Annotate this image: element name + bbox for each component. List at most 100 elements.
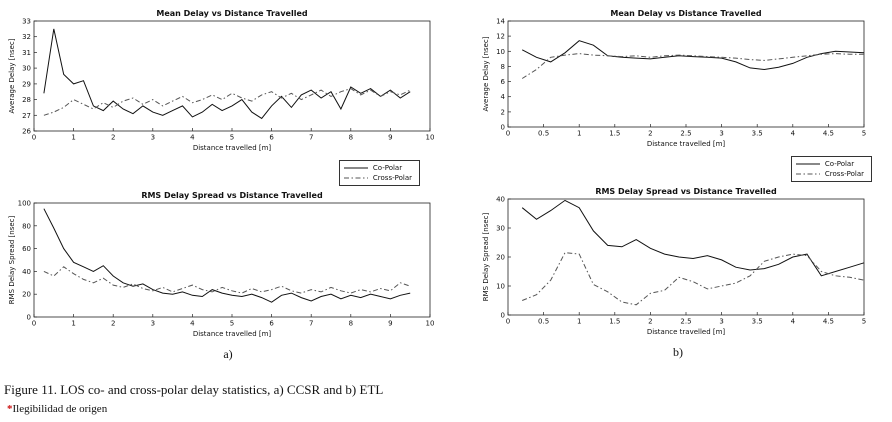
x-tick-label: 10 bbox=[426, 134, 435, 142]
y-tick-label: 26 bbox=[22, 128, 31, 136]
x-tick-label: 2 bbox=[111, 320, 115, 328]
y-tick-label: 33 bbox=[22, 18, 31, 26]
legend-label-cross-polar: Cross-Polar bbox=[824, 170, 864, 178]
y-axis-label: Average Delay [nsec] bbox=[8, 38, 16, 113]
x-tick-label: 5 bbox=[862, 130, 866, 138]
legend-entry-cross-polar: Cross-Polar bbox=[795, 169, 864, 179]
plot-area bbox=[33, 202, 431, 318]
y-tick-label: 40 bbox=[496, 196, 505, 204]
x-tick-label: 0.5 bbox=[538, 318, 549, 326]
x-tick-label: 0 bbox=[506, 130, 510, 138]
co-polar-line-sample bbox=[795, 163, 820, 165]
cross-polar-series bbox=[43, 88, 411, 116]
x-tick-label: 1 bbox=[71, 134, 75, 142]
x-tick-label: 1.5 bbox=[609, 318, 620, 326]
x-tick-label: 2 bbox=[111, 134, 115, 142]
y-tick-label: 60 bbox=[22, 245, 31, 253]
y-tick-label: 2 bbox=[501, 108, 505, 116]
chart-title: RMS Delay Spread vs Distance Travelled bbox=[141, 191, 323, 200]
x-tick-label: 4 bbox=[190, 134, 195, 142]
legend-label-cross-polar: Cross-Polar bbox=[372, 174, 412, 182]
x-tick-label: 5 bbox=[862, 318, 866, 326]
legend-box-etl: Co-Polar Cross-Polar bbox=[790, 156, 872, 182]
y-tick-label: 10 bbox=[496, 48, 505, 56]
x-tick-label: 4.5 bbox=[823, 130, 834, 138]
y-tick-label: 0 bbox=[27, 314, 31, 322]
y-tick-label: 10 bbox=[496, 283, 505, 291]
legend-entry-co-polar: Co-Polar bbox=[795, 159, 864, 169]
x-tick-label: 1 bbox=[577, 130, 581, 138]
y-tick-label: 4 bbox=[501, 93, 506, 101]
y-tick-label: 0 bbox=[501, 312, 505, 320]
y-tick-label: 8 bbox=[501, 63, 505, 71]
y-tick-label: 27 bbox=[22, 112, 31, 120]
x-tick-label: 2.5 bbox=[680, 318, 691, 326]
chart-svg: 0 0.5 1 1.5 2 2.5 3 3.5 4 4.5 5 0 2 4 6 8 10 12 14 Mean Del… bbox=[482, 9, 866, 148]
x-tick-label: 0 bbox=[32, 320, 36, 328]
y-axis-label: RMS Delay Spread [nsec] bbox=[482, 213, 490, 302]
x-tick-label: 9 bbox=[388, 320, 392, 328]
y-tick-label: 30 bbox=[22, 65, 31, 73]
cross-polar-series bbox=[43, 266, 411, 294]
x-tick-label: 4.5 bbox=[823, 318, 834, 326]
chart-ccsr-mean-delay: 0 1 2 3 4 5 6 7 8 9 10 26 27 28 29 30 31 32 33 Mean Delay v… bbox=[4, 6, 440, 158]
cross-polar-series bbox=[522, 252, 865, 306]
x-tick-label: 3.5 bbox=[752, 318, 763, 326]
panel-a-label: a) bbox=[223, 347, 233, 361]
y-tick-label: 14 bbox=[496, 18, 505, 26]
figure-caption: Figure 11. LOS co- and cross-polar delay… bbox=[4, 382, 384, 397]
chart-ccsr-rms-delay-spread: 0 1 2 3 4 5 6 7 8 9 10 0 20 40 60 80 100 RMS Delay Spread… bbox=[4, 188, 440, 344]
x-tick-label: 3 bbox=[719, 318, 723, 326]
x-tick-label: 3 bbox=[151, 320, 155, 328]
x-tick-label: 2.5 bbox=[680, 130, 691, 138]
y-tick-label: 6 bbox=[501, 78, 506, 86]
x-tick-label: 10 bbox=[426, 320, 435, 328]
x-tick-label: 6 bbox=[269, 134, 274, 142]
x-tick-label: 3 bbox=[719, 130, 723, 138]
legend-box-ccsr: Co-Polar Cross-Polar bbox=[338, 160, 420, 186]
co-polar-series bbox=[521, 40, 865, 71]
x-tick-label: 7 bbox=[309, 134, 313, 142]
co-polar-series bbox=[43, 28, 411, 120]
chart-title: Mean Delay vs Distance Travelled bbox=[610, 9, 761, 18]
footnote-text: Ilegibilidad de origen bbox=[12, 403, 108, 415]
cross-polar-line-sample bbox=[795, 173, 820, 175]
charts-grid: 0 1 2 3 4 5 6 7 8 9 10 26 27 28 29 30 31 32 33 Mean Delay v… bbox=[4, 6, 892, 362]
plot-area bbox=[507, 198, 865, 316]
chart-title: RMS Delay Spread vs Distance Travelled bbox=[595, 187, 777, 196]
x-axis-label: Distance travelled [m] bbox=[193, 330, 272, 338]
x-tick-label: 9 bbox=[388, 134, 392, 142]
y-tick-label: 40 bbox=[22, 268, 31, 276]
y-tick-label: 29 bbox=[22, 80, 31, 88]
x-tick-label: 7 bbox=[309, 320, 313, 328]
y-tick-label: 0 bbox=[501, 124, 505, 132]
chart-svg: 0 0.5 1 1.5 2 2.5 3 3.5 4 4.5 5 0 10 20 30 40 RMS Delay … bbox=[482, 187, 866, 336]
y-tick-label: 28 bbox=[22, 96, 31, 104]
x-tick-label: 1 bbox=[577, 318, 581, 326]
x-tick-label: 5 bbox=[230, 320, 234, 328]
panel-b-label: b) bbox=[673, 345, 683, 359]
y-tick-label: 20 bbox=[496, 254, 505, 262]
legend-label-co-polar: Co-Polar bbox=[824, 160, 855, 168]
cross-polar-line-sample bbox=[343, 177, 368, 179]
chart-svg: 0 1 2 3 4 5 6 7 8 9 10 26 27 28 29 30 31 32 33 Mean Delay v… bbox=[8, 9, 435, 152]
x-tick-label: 3.5 bbox=[752, 130, 763, 138]
x-axis-label: Distance travelled [m] bbox=[193, 144, 272, 152]
x-axis-label: Distance travelled [m] bbox=[647, 328, 726, 336]
x-tick-label: 1 bbox=[71, 320, 75, 328]
x-tick-label: 0 bbox=[32, 134, 36, 142]
y-axis-label: RMS Delay Spread [nsec] bbox=[8, 216, 16, 305]
x-tick-label: 0 bbox=[506, 318, 510, 326]
y-tick-label: 32 bbox=[22, 33, 31, 41]
y-tick-label: 100 bbox=[18, 200, 31, 208]
chart-etl-mean-delay: 0 0.5 1 1.5 2 2.5 3 3.5 4 4.5 5 0 2 4 6 8 10 12 14 Mean Del… bbox=[478, 6, 874, 154]
legend-entry-co-polar: Co-Polar bbox=[343, 163, 412, 173]
legend-label-co-polar: Co-Polar bbox=[372, 164, 403, 172]
y-tick-label: 80 bbox=[22, 222, 31, 230]
co-polar-series bbox=[521, 199, 865, 277]
y-tick-label: 30 bbox=[496, 225, 505, 233]
y-tick-label: 20 bbox=[22, 291, 31, 299]
x-tick-label: 4 bbox=[791, 318, 796, 326]
